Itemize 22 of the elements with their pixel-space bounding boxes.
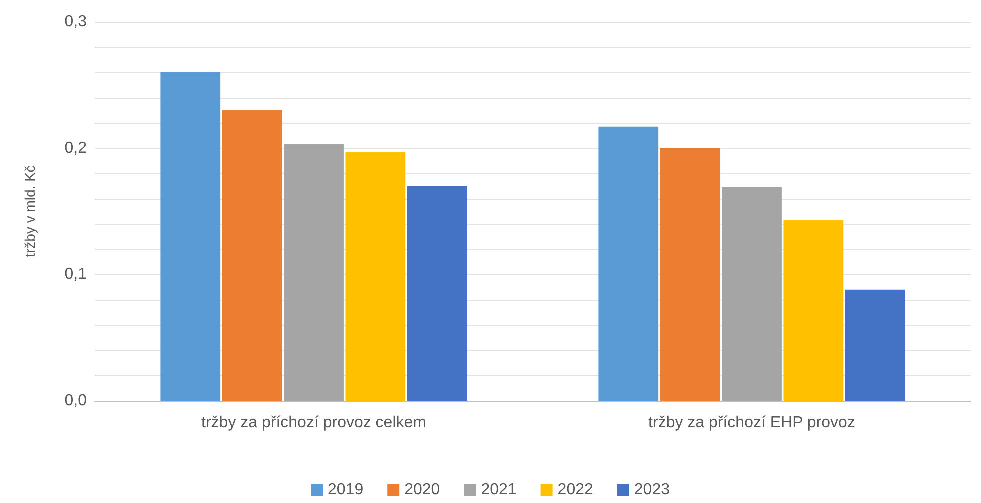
y-axis-title: tržby v mld. Kč <box>22 166 38 258</box>
y-tick-label: 0,3 <box>64 14 88 30</box>
legend-label: 2022 <box>558 482 594 498</box>
bar <box>284 144 344 401</box>
bar <box>845 290 906 401</box>
legend-label: 2020 <box>404 482 440 498</box>
bar <box>598 126 659 401</box>
bar <box>722 187 782 401</box>
bar <box>660 148 720 401</box>
x-tick-label: tržby za příchozí EHP provoz <box>648 414 856 432</box>
legend-label: 2019 <box>328 482 364 498</box>
bar <box>160 72 221 401</box>
bar <box>407 186 468 401</box>
bar <box>222 110 282 401</box>
legend-label: 2021 <box>481 482 517 498</box>
y-tick-label: 0,0 <box>64 392 88 410</box>
bar <box>346 152 406 401</box>
x-tick-label: tržby za příchozí provoz celkem <box>202 414 426 432</box>
bar <box>784 220 844 401</box>
y-tick-label: 0,1 <box>64 266 88 284</box>
y-tick-label: 0,2 <box>64 140 88 157</box>
legend-label: 2023 <box>634 482 670 498</box>
